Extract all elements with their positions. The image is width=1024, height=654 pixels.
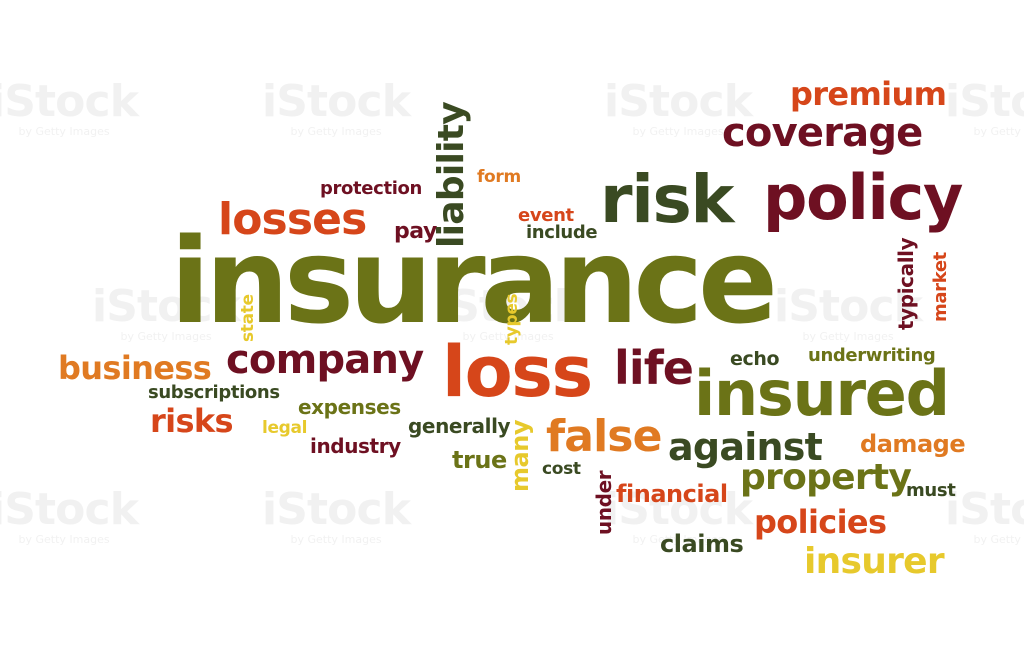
word-include: include xyxy=(526,222,598,243)
word-insurance: insurance xyxy=(170,212,778,350)
word-industry: industry xyxy=(310,434,401,458)
word-against: against xyxy=(668,425,823,469)
word-policies: policies xyxy=(754,503,887,541)
word-must: must xyxy=(906,480,956,501)
word-life: life xyxy=(614,341,694,395)
watermark-caption: by Getty Images xyxy=(802,330,894,343)
watermark-logo: iStock xyxy=(945,484,1024,535)
word-subscriptions: subscriptions xyxy=(148,382,280,403)
word-liability: liability xyxy=(431,102,472,248)
word-risk: risk xyxy=(600,161,734,238)
watermark-logo: iStock xyxy=(0,76,139,127)
word-typically: typically xyxy=(894,237,918,330)
word-business: business xyxy=(58,349,212,387)
word-market: market xyxy=(930,252,951,322)
watermark-caption: by Getty Images xyxy=(18,533,110,546)
watermark-caption: by Getty Images xyxy=(290,533,382,546)
word-company: company xyxy=(226,337,424,383)
watermark-logo: iStock xyxy=(262,76,411,127)
word-insured: insured xyxy=(694,357,950,430)
word-underwriting: underwriting xyxy=(808,345,936,366)
word-pay: pay xyxy=(394,219,437,244)
watermark-caption: by Getty Images xyxy=(973,533,1024,546)
word-protection: protection xyxy=(320,178,422,199)
word-financial: financial xyxy=(616,480,728,508)
word-echo: echo xyxy=(730,348,780,370)
word-state: state xyxy=(238,294,258,342)
word-under: under xyxy=(592,470,616,535)
word-loss: loss xyxy=(442,331,593,413)
word-false: false xyxy=(546,411,662,462)
word-property: property xyxy=(740,457,912,498)
word-coverage: coverage xyxy=(722,110,923,156)
word-event: event xyxy=(518,205,574,226)
watermark-caption: by Getty Images xyxy=(290,125,382,138)
word-true: true xyxy=(452,446,507,474)
word-expenses: expenses xyxy=(298,395,401,419)
word-cost: cost xyxy=(542,459,581,479)
watermark-caption: by Getty Images xyxy=(18,125,110,138)
word-losses: losses xyxy=(218,194,367,245)
word-insurer: insurer xyxy=(804,541,945,582)
watermark-caption: by Getty Images xyxy=(973,125,1024,138)
word-policy: policy xyxy=(763,161,963,234)
word-damage: damage xyxy=(860,430,966,458)
watermark-logo: iStock xyxy=(262,484,411,535)
word-risks: risks xyxy=(150,402,234,440)
word-form: form xyxy=(477,167,521,187)
watermark-logo: iStock xyxy=(945,76,1024,127)
word-legal: legal xyxy=(262,418,308,438)
word-generally: generally xyxy=(408,414,511,438)
word-many: many xyxy=(506,419,534,492)
word-claims: claims xyxy=(660,530,744,558)
word-premium: premium xyxy=(790,75,947,113)
watermark-logo: iStock xyxy=(0,484,139,535)
